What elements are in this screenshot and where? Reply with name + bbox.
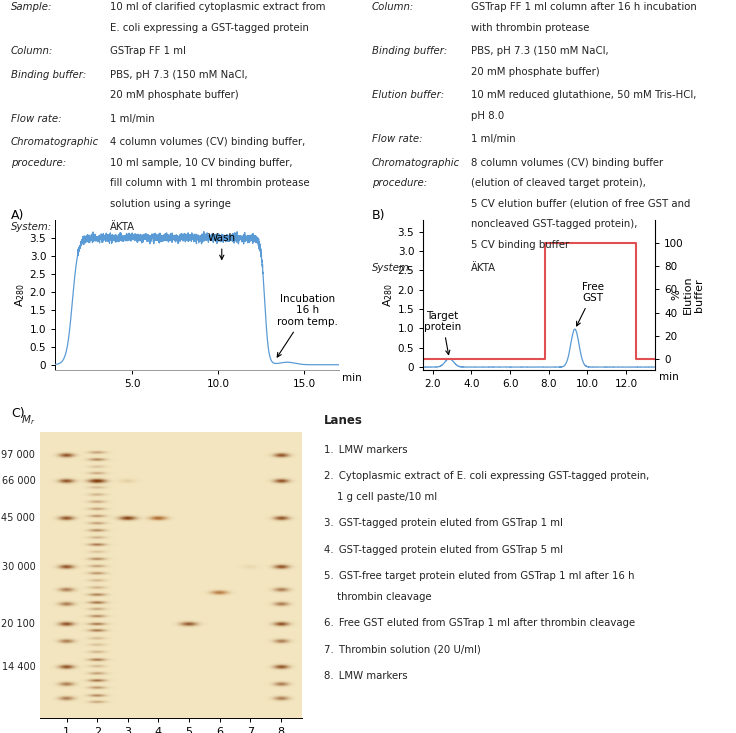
Text: Flow rate:: Flow rate: [11, 114, 62, 124]
Text: Elution buffer:: Elution buffer: [372, 90, 444, 100]
Text: 5. GST-free target protein eluted from GSTrap 1 ml after 16 h: 5. GST-free target protein eluted from G… [324, 571, 634, 581]
Text: E. coli expressing a GST-tagged protein: E. coli expressing a GST-tagged protein [110, 23, 309, 33]
Text: Free
GST: Free GST [576, 281, 604, 326]
Text: System:: System: [11, 222, 52, 232]
Y-axis label: %
Elution
buffer: % Elution buffer [671, 276, 704, 314]
Text: 1 ml/min: 1 ml/min [110, 114, 155, 124]
Text: 4 column volumes (CV) binding buffer,: 4 column volumes (CV) binding buffer, [110, 137, 305, 147]
Text: PBS, pH 7.3 (150 mM NaCl,: PBS, pH 7.3 (150 mM NaCl, [471, 46, 609, 56]
Text: B): B) [372, 209, 385, 222]
Text: 1 ml/min: 1 ml/min [471, 134, 516, 144]
Text: 8. LMW markers: 8. LMW markers [324, 671, 408, 681]
Text: procedure:: procedure: [372, 178, 427, 188]
Text: Sample:: Sample: [11, 2, 52, 12]
Text: Binding buffer:: Binding buffer: [11, 70, 86, 80]
Text: Target
protein: Target protein [424, 311, 461, 355]
Text: 20 mM phosphate buffer): 20 mM phosphate buffer) [110, 90, 239, 100]
Text: pH 8.0: pH 8.0 [471, 111, 504, 121]
Text: 66 000: 66 000 [1, 476, 35, 486]
Text: PBS, pH 7.3 (150 mM NaCl,: PBS, pH 7.3 (150 mM NaCl, [110, 70, 248, 80]
Text: ÄKTA: ÄKTA [471, 263, 496, 273]
Text: M$_r$: M$_r$ [21, 413, 35, 427]
Text: with thrombin protease: with thrombin protease [471, 23, 590, 33]
Text: 14 400: 14 400 [1, 662, 35, 672]
Text: 6. Free GST eluted from GSTrap 1 ml after thrombin cleavage: 6. Free GST eluted from GSTrap 1 ml afte… [324, 618, 635, 628]
Text: Flow rate:: Flow rate: [372, 134, 422, 144]
Text: GSTrap FF 1 ml column after 16 h incubation: GSTrap FF 1 ml column after 16 h incubat… [471, 2, 697, 12]
Text: 3. GST-tagged protein eluted from GSTrap 1 ml: 3. GST-tagged protein eluted from GSTrap… [324, 518, 563, 528]
Text: 20 100: 20 100 [1, 619, 35, 629]
Text: 5 CV elution buffer (elution of free GST and: 5 CV elution buffer (elution of free GST… [471, 199, 690, 209]
Text: 30 000: 30 000 [1, 561, 35, 572]
Text: Lanes: Lanes [324, 414, 363, 427]
Text: thrombin cleavage: thrombin cleavage [337, 592, 432, 602]
Text: GSTrap FF 1 ml: GSTrap FF 1 ml [110, 46, 186, 56]
Text: 2. Cytoplasmic extract of E. coli expressing GST-tagged protein,: 2. Cytoplasmic extract of E. coli expres… [324, 471, 649, 482]
Text: 5 CV binding buffer: 5 CV binding buffer [471, 240, 569, 250]
Text: System:: System: [372, 263, 413, 273]
Text: fill column with 1 ml thrombin protease: fill column with 1 ml thrombin protease [110, 178, 310, 188]
Text: 1 g cell paste/10 ml: 1 g cell paste/10 ml [337, 492, 437, 502]
Text: C): C) [11, 407, 25, 420]
Text: min: min [659, 372, 679, 382]
Text: noncleaved GST-tagged protein),: noncleaved GST-tagged protein), [471, 219, 637, 229]
Y-axis label: A$_{280}$: A$_{280}$ [381, 283, 394, 307]
Text: Chromatographic: Chromatographic [372, 158, 460, 168]
Text: ÄKTA: ÄKTA [110, 222, 135, 232]
Y-axis label: A$_{280}$: A$_{280}$ [13, 283, 26, 307]
Text: 45 000: 45 000 [1, 513, 35, 523]
Text: 20 mM phosphate buffer): 20 mM phosphate buffer) [471, 67, 600, 77]
Text: Incubation
16 h
room temp.: Incubation 16 h room temp. [277, 294, 338, 357]
Text: 1. LMW markers: 1. LMW markers [324, 445, 408, 455]
Text: 8 column volumes (CV) binding buffer: 8 column volumes (CV) binding buffer [471, 158, 663, 168]
Text: Binding buffer:: Binding buffer: [372, 46, 447, 56]
Text: (elution of cleaved target protein),: (elution of cleaved target protein), [471, 178, 646, 188]
Text: 10 mM reduced glutathione, 50 mM Tris-HCl,: 10 mM reduced glutathione, 50 mM Tris-HC… [471, 90, 696, 100]
Text: A): A) [11, 209, 24, 222]
Text: Column:: Column: [11, 46, 53, 56]
Text: 10 ml of clarified cytoplasmic extract from: 10 ml of clarified cytoplasmic extract f… [110, 2, 326, 12]
Text: 97 000: 97 000 [1, 450, 35, 460]
Text: 10 ml sample, 10 CV binding buffer,: 10 ml sample, 10 CV binding buffer, [110, 158, 293, 168]
Text: 7. Thrombin solution (20 U/ml): 7. Thrombin solution (20 U/ml) [324, 644, 481, 655]
Text: Wash: Wash [208, 233, 236, 259]
Text: min: min [342, 372, 362, 383]
Text: 4. GST-tagged protein eluted from GSTrap 5 ml: 4. GST-tagged protein eluted from GSTrap… [324, 545, 563, 555]
Text: procedure:: procedure: [11, 158, 66, 168]
Text: solution using a syringe: solution using a syringe [110, 199, 231, 209]
Text: Chromatographic: Chromatographic [11, 137, 99, 147]
Text: Column:: Column: [372, 2, 414, 12]
